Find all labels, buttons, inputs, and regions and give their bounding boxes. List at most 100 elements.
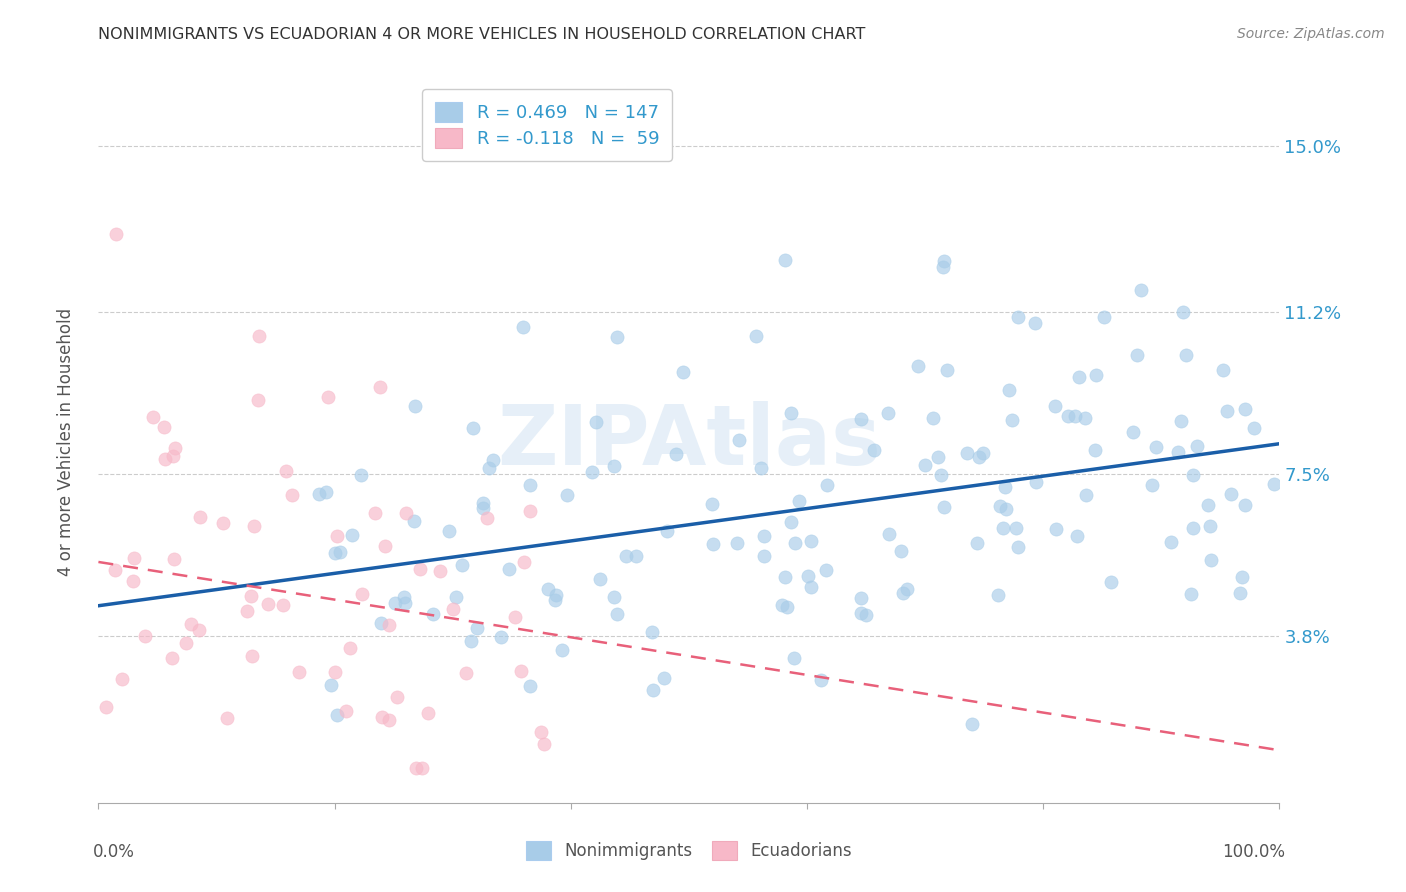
Point (752, 529, 775, 543)
Point (280, 488, 302, 502)
Point (665, 446, 688, 460)
Point (471, 501, 494, 516)
Point (1045, 522, 1067, 536)
Point (849, 412, 872, 426)
Point (914, 458, 936, 472)
Point (155, 451, 177, 466)
Point (387, 690, 409, 705)
Point (454, 665, 477, 680)
Point (394, 506, 416, 520)
Point (1099, 575, 1122, 590)
Point (655, 524, 678, 538)
Point (745, 329, 768, 343)
Point (581, 465, 603, 479)
Point (482, 452, 505, 467)
Point (785, 535, 807, 549)
Point (319, 678, 342, 692)
Point (994, 480, 1017, 494)
Point (1007, 540, 1029, 554)
Point (749, 461, 772, 475)
Point (441, 602, 464, 616)
Point (460, 633, 482, 648)
Point (242, 648, 264, 663)
Point (537, 582, 560, 596)
Point (533, 738, 555, 752)
Point (800, 534, 823, 549)
Point (728, 434, 751, 448)
Point (530, 725, 553, 739)
Point (247, 392, 270, 407)
Point (773, 253, 796, 268)
Point (652, 671, 675, 685)
Point (377, 617, 399, 632)
Point (163, 552, 186, 566)
Point (754, 549, 776, 564)
Point (1215, 404, 1237, 418)
Point (967, 450, 990, 464)
Point (1074, 410, 1097, 425)
Point (409, 562, 432, 576)
Point (960, 716, 983, 731)
Text: 100.0%: 100.0% (1222, 843, 1285, 861)
Point (907, 359, 929, 373)
Point (702, 537, 724, 551)
Point (165, 442, 187, 456)
Point (188, 509, 211, 524)
Point (672, 365, 695, 379)
Point (411, 761, 433, 775)
Point (1182, 468, 1205, 483)
Point (1092, 310, 1115, 325)
Point (374, 539, 396, 553)
Point (1170, 414, 1192, 428)
Point (160, 651, 183, 665)
Point (335, 704, 357, 718)
Point (1084, 443, 1107, 458)
Point (370, 616, 392, 631)
Point (318, 390, 340, 404)
Point (851, 606, 873, 620)
Point (1122, 425, 1144, 439)
Point (1230, 569, 1253, 583)
Point (1171, 305, 1194, 319)
Point (111, 672, 134, 686)
Point (94, 700, 117, 714)
Point (1067, 370, 1090, 384)
Point (1180, 587, 1202, 601)
Point (998, 383, 1021, 397)
Point (1212, 362, 1234, 376)
Point (1045, 399, 1067, 413)
Point (800, 580, 823, 594)
Point (814, 563, 837, 577)
Point (603, 590, 626, 604)
Point (394, 596, 416, 610)
Point (342, 528, 364, 542)
Point (606, 330, 628, 344)
Point (783, 651, 806, 665)
Point (257, 597, 280, 611)
Point (927, 450, 949, 464)
Point (1057, 409, 1080, 423)
Point (643, 683, 665, 698)
Point (1229, 586, 1251, 600)
Point (465, 622, 488, 636)
Point (271, 598, 294, 612)
Point (288, 665, 311, 679)
Point (329, 545, 352, 559)
Point (810, 673, 832, 687)
Point (994, 501, 1017, 516)
Point (1167, 445, 1189, 459)
Point (815, 478, 838, 492)
Point (955, 446, 977, 460)
Point (478, 461, 501, 475)
Point (972, 445, 994, 459)
Point (1005, 521, 1028, 535)
Point (363, 506, 385, 520)
Point (863, 443, 886, 458)
Point (797, 569, 820, 583)
Point (725, 535, 748, 549)
Y-axis label: 4 or more Vehicles in Household: 4 or more Vehicles in Household (56, 308, 75, 575)
Point (1187, 439, 1209, 453)
Point (589, 572, 612, 586)
Point (1263, 477, 1285, 491)
Point (877, 527, 900, 541)
